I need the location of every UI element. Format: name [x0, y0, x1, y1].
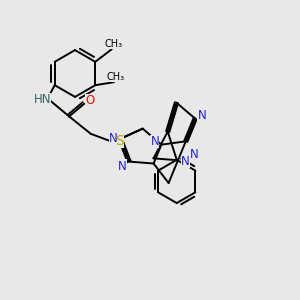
Text: HN: HN — [33, 93, 51, 106]
Text: N: N — [118, 160, 127, 172]
Text: CH₃: CH₃ — [106, 72, 124, 82]
Text: S: S — [115, 134, 124, 148]
Text: N: N — [181, 155, 190, 168]
Text: CH₃: CH₃ — [104, 39, 122, 49]
Text: O: O — [85, 94, 94, 107]
Text: N: N — [109, 132, 117, 145]
Text: N: N — [190, 148, 199, 161]
Text: N: N — [197, 109, 206, 122]
Text: N: N — [150, 135, 159, 148]
